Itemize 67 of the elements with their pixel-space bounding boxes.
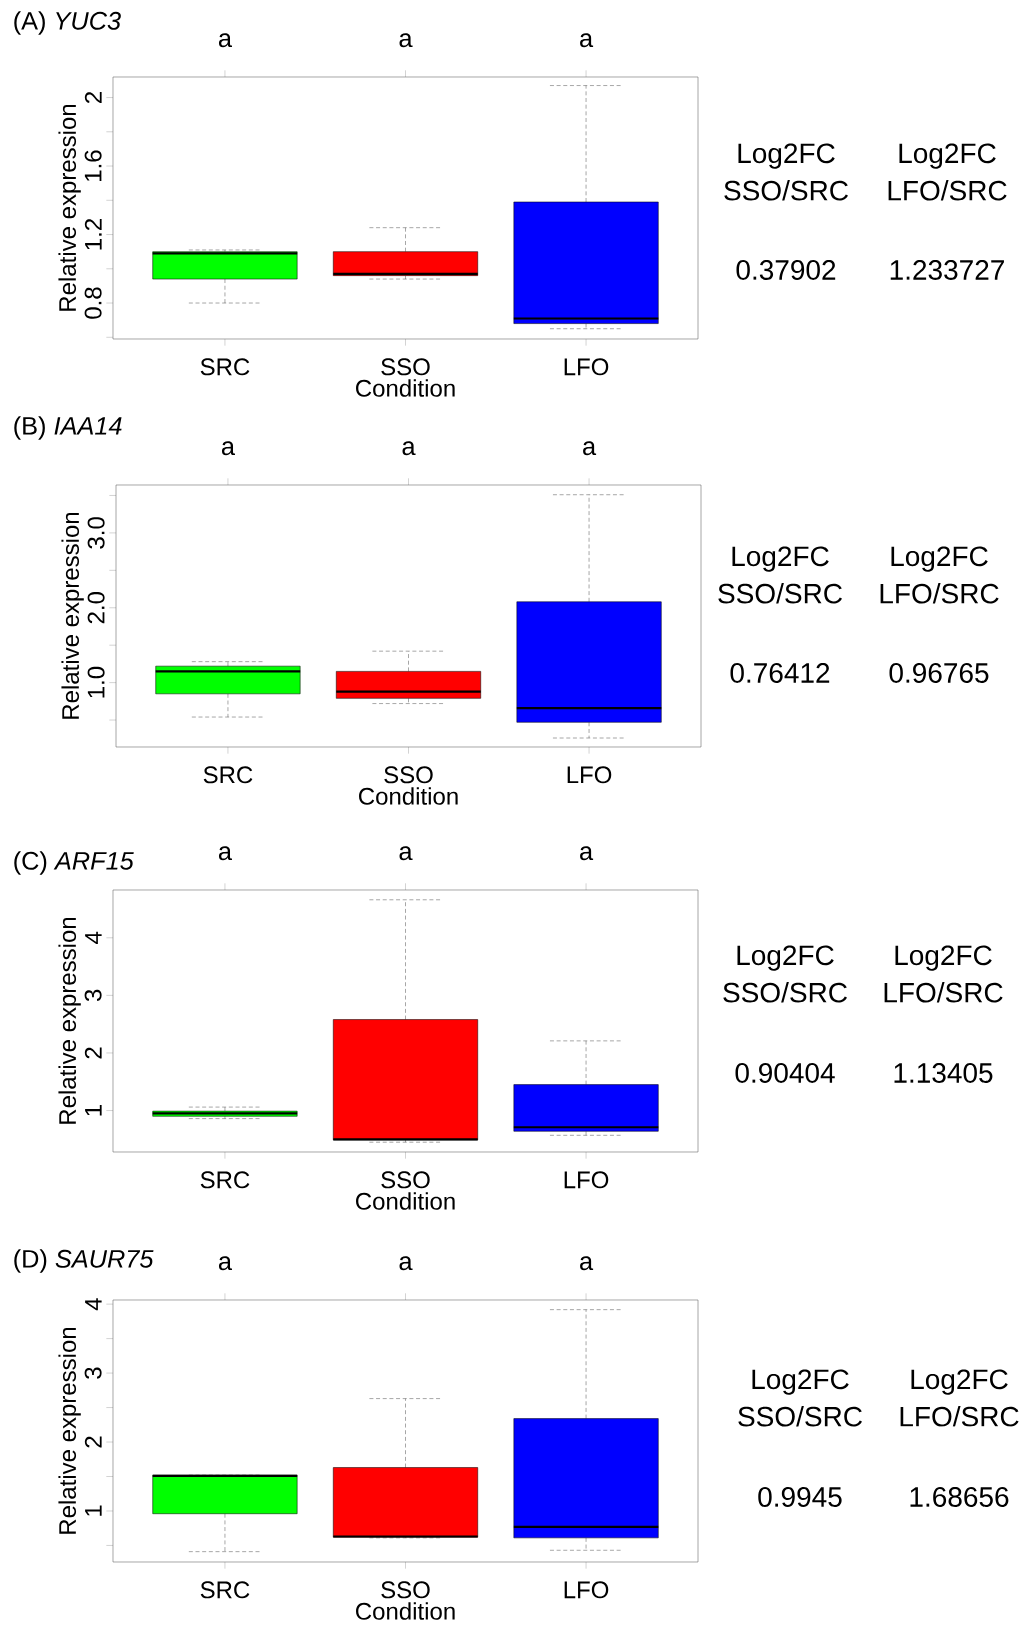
text: a: [399, 1256, 413, 1271]
x-axis-title: Condition: [356, 1602, 455, 1620]
y-tick-label: 4: [85, 931, 102, 944]
text: a: [583, 441, 597, 456]
x-tick-label: SSO: [381, 1171, 430, 1189]
y-tick-label: 0.8: [84, 287, 102, 319]
y-tick-label: 1.2: [84, 219, 102, 250]
y-tick-label: 1: [85, 1505, 102, 1516]
text: 0.37902: [736, 260, 836, 280]
chart-title: (A) YUC3: [14, 11, 121, 35]
text: Log2FC LFO/SRC: [900, 1369, 1019, 1427]
y-tick-label: 2: [84, 92, 102, 103]
text: a: [218, 846, 232, 861]
text: Log2FC SSO/SRC: [724, 143, 848, 201]
text: Log2FC SSO/SRC: [718, 546, 842, 604]
text: a: [399, 33, 413, 48]
y-axis-title: Relative expression: [61, 512, 84, 719]
text: 1.68656: [910, 1487, 1009, 1507]
text: a: [399, 846, 413, 861]
text: 1.233727: [890, 260, 1004, 280]
x-tick-label: LFO: [564, 358, 609, 376]
text: Log2FC LFO/SRC: [888, 143, 1007, 201]
y-tick-label: 2.0: [87, 592, 105, 624]
y-tick-label: 4: [85, 1298, 102, 1311]
x-tick-label: SRC: [200, 358, 250, 376]
text: a: [402, 441, 416, 456]
y-tick-label: 3: [84, 1367, 102, 1379]
y-tick-label: 3: [84, 989, 102, 1002]
text: 1.13405: [894, 1063, 993, 1083]
chart-title: (C) ARF15: [14, 851, 134, 875]
x-axis-title: Condition: [359, 787, 458, 805]
x-tick-label: LFO: [564, 1581, 609, 1599]
chart-title: (D) SAUR75: [14, 1249, 154, 1273]
x-tick-label: LFO: [564, 1171, 609, 1189]
text: a: [218, 1256, 232, 1271]
y-tick-label: 3.0: [87, 517, 105, 549]
text: Log2FC SSO/SRC: [723, 945, 847, 1003]
x-tick-label: SRC: [200, 1171, 250, 1189]
y-tick-label: 2: [84, 1047, 102, 1059]
y-axis-title: Relative expression: [58, 1327, 81, 1534]
text: a: [580, 1256, 594, 1271]
y-axis-title: Relative expression: [58, 917, 81, 1124]
x-tick-label: SRC: [203, 766, 253, 784]
x-axis-title: Condition: [356, 379, 455, 397]
text: 0.96765: [889, 663, 989, 683]
x-tick-label: LFO: [567, 766, 612, 784]
y-tick-label: 1.0: [87, 666, 105, 698]
x-tick-label: SSO: [381, 1581, 430, 1599]
y-tick-label: 1.6: [84, 150, 102, 181]
text: a: [218, 33, 232, 48]
text: a: [580, 846, 594, 861]
x-tick-label: SSO: [384, 766, 433, 784]
text: Log2FC LFO/SRC: [884, 945, 1003, 1003]
text: Log2FC LFO/SRC: [880, 546, 999, 604]
text: 0.9945: [758, 1487, 842, 1507]
text: 0.76412: [730, 663, 830, 683]
x-tick-label: SSO: [381, 358, 430, 376]
text: 0.90404: [735, 1063, 835, 1083]
y-tick-label: 1: [85, 1105, 102, 1116]
x-axis-title: Condition: [356, 1192, 455, 1210]
text: a: [580, 33, 594, 48]
chart-title: (B) IAA14: [14, 416, 122, 440]
y-tick-label: 2: [84, 1436, 102, 1448]
y-axis-title: Relative expression: [58, 104, 81, 311]
text: a: [221, 441, 235, 456]
text: Log2FC SSO/SRC: [738, 1369, 862, 1427]
x-tick-label: SRC: [200, 1581, 250, 1599]
